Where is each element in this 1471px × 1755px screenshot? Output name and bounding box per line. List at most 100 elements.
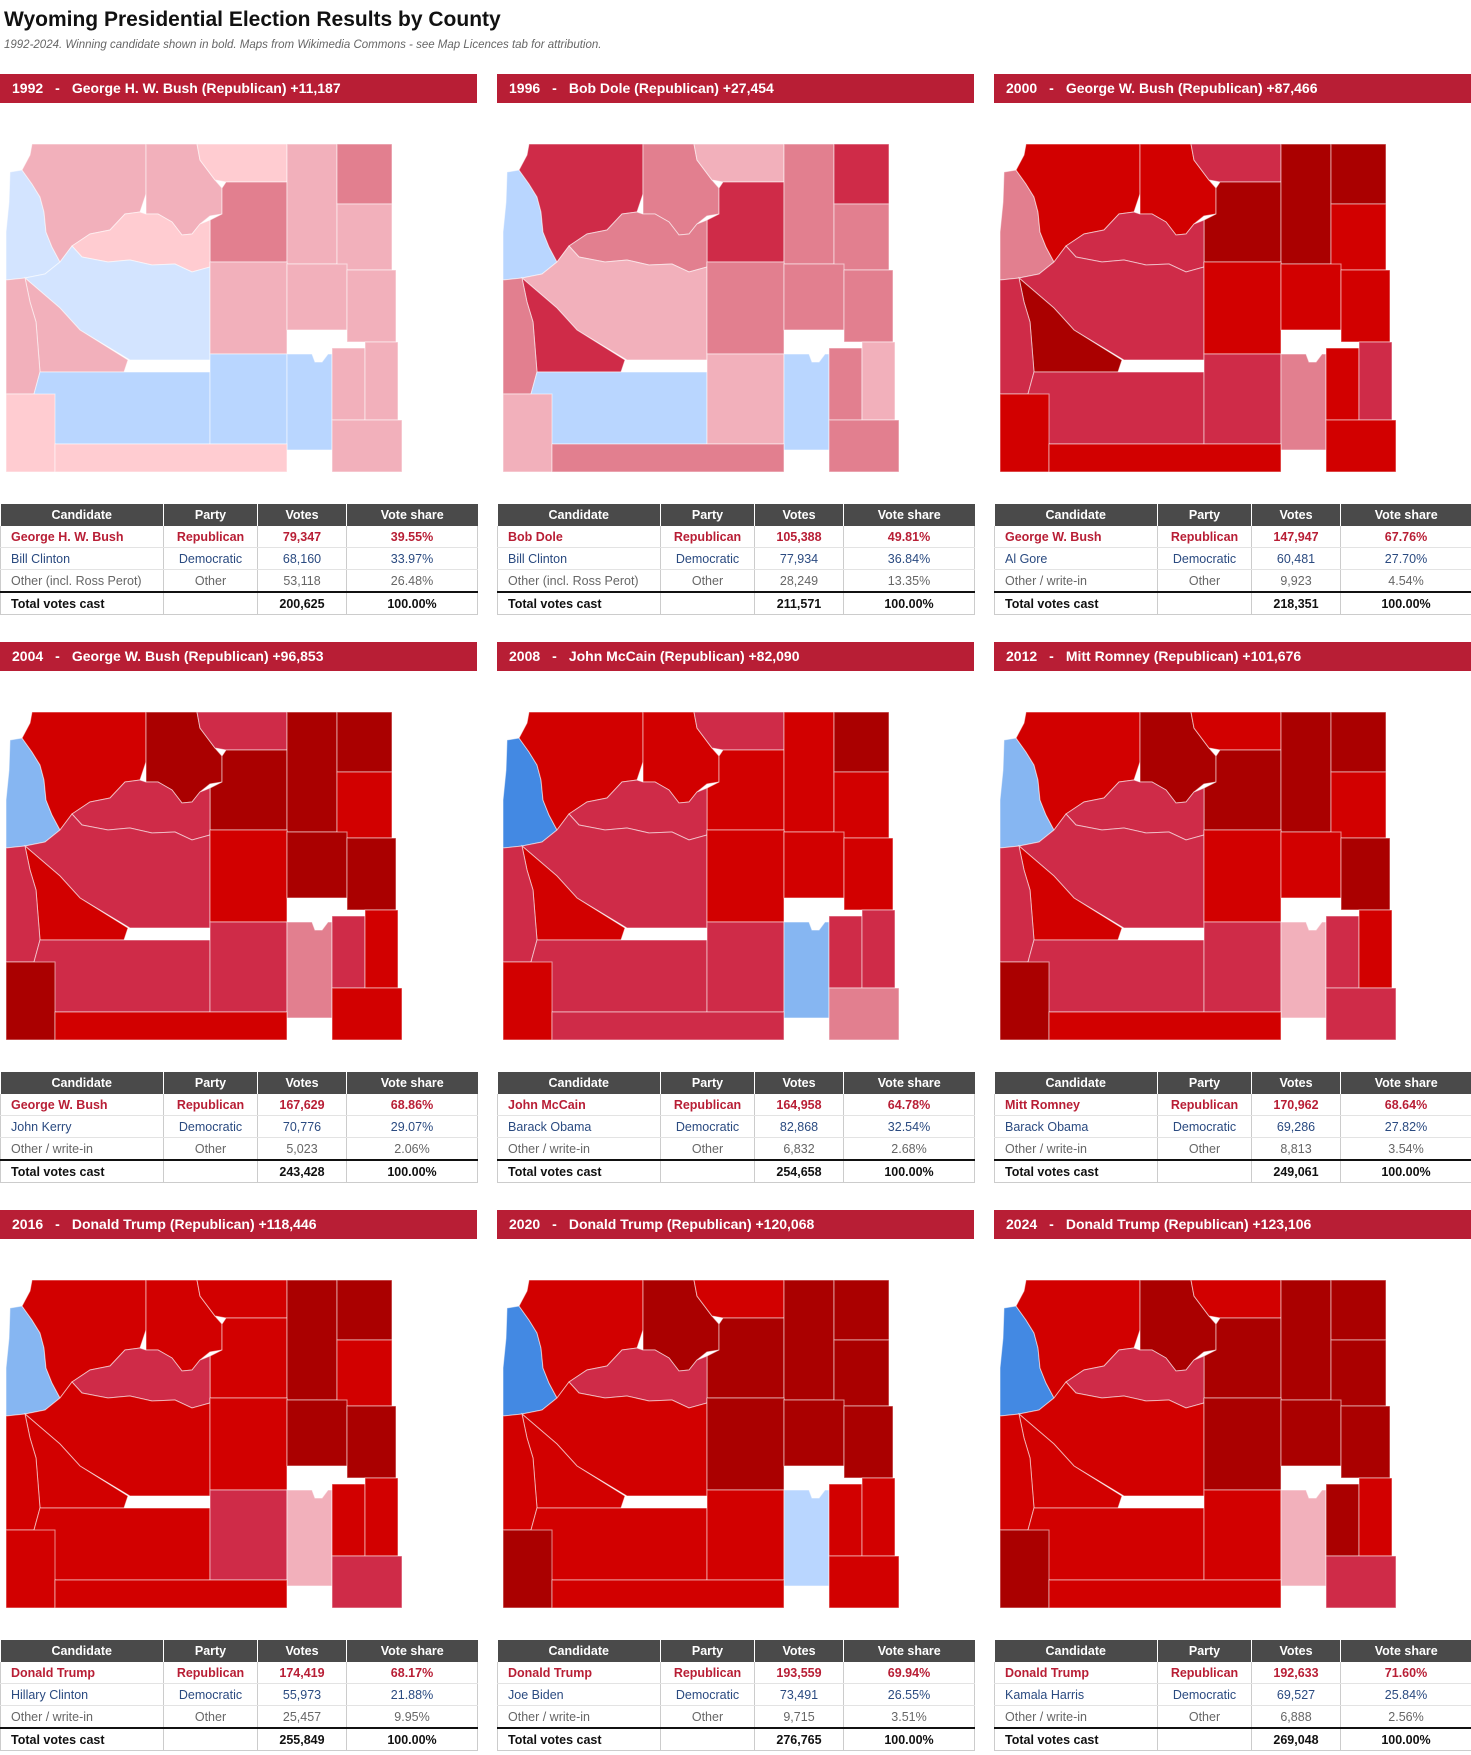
- cell-candidate: Other / write-in: [1, 1138, 164, 1161]
- column-header: Votes: [1252, 504, 1341, 526]
- cell-party: Democratic: [661, 548, 755, 570]
- county-shape: [784, 354, 829, 450]
- county-shape: [707, 1398, 784, 1490]
- county-shape: [784, 1400, 844, 1466]
- county-shape: [707, 262, 784, 354]
- county-shape: [337, 144, 392, 204]
- election-banner: 2008-John McCain (Republican) +82,090: [497, 642, 974, 671]
- county-shape: [287, 354, 332, 450]
- county-shape: [829, 1484, 862, 1556]
- county-shape: [1281, 144, 1331, 264]
- county-shape: [332, 420, 402, 472]
- column-header: Vote share: [347, 1072, 478, 1094]
- cell-party: Republican: [164, 1662, 258, 1684]
- county-shape: [844, 838, 893, 910]
- county-shape: [1000, 1530, 1049, 1608]
- county-shape: [332, 988, 402, 1040]
- county-shape: [337, 1340, 392, 1406]
- column-header: Candidate: [1, 504, 164, 526]
- cell-share: 2.06%: [347, 1138, 478, 1161]
- county-shape: [287, 712, 337, 832]
- banner-year: 2004: [12, 648, 43, 664]
- cell-share: 68.64%: [1341, 1094, 1471, 1116]
- column-header: Candidate: [498, 504, 661, 526]
- county-shape: [287, 1400, 347, 1466]
- county-shape: [1281, 264, 1341, 330]
- cell-party: Other: [661, 570, 755, 593]
- county-shape: [503, 394, 552, 472]
- county-shape: [707, 922, 784, 1012]
- election-panel: 2000-George W. Bush (Republican) +87,466…: [994, 74, 1471, 619]
- column-header: Party: [164, 504, 258, 526]
- cell-votes: 28,249: [755, 570, 844, 593]
- banner-year: 1996: [509, 80, 540, 96]
- cell-share: 3.51%: [844, 1706, 975, 1729]
- county-shape: [829, 1556, 899, 1608]
- county-map-svg: [497, 1258, 974, 1628]
- banner-winner: Donald Trump (Republican) +118,446: [72, 1216, 317, 1232]
- county-shape: [1281, 1490, 1326, 1586]
- cell-votes: 174,419: [258, 1662, 347, 1684]
- column-header: Votes: [755, 504, 844, 526]
- county-shape: [707, 1490, 784, 1580]
- county-shape: [1326, 1556, 1396, 1608]
- cell-party: Democratic: [1158, 548, 1252, 570]
- cell-candidate: Other / write-in: [498, 1138, 661, 1161]
- cell-candidate: John Kerry: [1, 1116, 164, 1138]
- county-shape: [6, 394, 55, 472]
- page-title: Wyoming Presidential Election Results by…: [4, 8, 501, 32]
- cell-candidate: Kamala Harris: [995, 1684, 1158, 1706]
- county-shape: [834, 204, 889, 270]
- cell-candidate: Hillary Clinton: [1, 1684, 164, 1706]
- county-shape: [365, 342, 398, 420]
- column-header: Candidate: [995, 1072, 1158, 1094]
- cell-votes: 192,633: [1252, 1662, 1341, 1684]
- total-share: 100.00%: [1341, 1728, 1471, 1751]
- column-header: Party: [661, 1072, 755, 1094]
- total-party-empty: [164, 1160, 258, 1183]
- total-party-empty: [661, 1160, 755, 1183]
- cell-share: 29.07%: [347, 1116, 478, 1138]
- cell-share: 27.70%: [1341, 548, 1471, 570]
- banner-separator: -: [552, 80, 557, 96]
- column-header: Votes: [1252, 1640, 1341, 1662]
- county-shape: [287, 832, 347, 898]
- election-banner: 2020-Donald Trump (Republican) +120,068: [497, 1210, 974, 1239]
- county-shape: [1326, 348, 1359, 420]
- county-map: [994, 122, 1471, 492]
- county-shape: [365, 1478, 398, 1556]
- county-shape: [55, 1012, 287, 1040]
- total-label: Total votes cast: [995, 1728, 1158, 1751]
- banner-winner: George H. W. Bush (Republican) +11,187: [72, 80, 341, 96]
- cell-candidate: Other / write-in: [995, 1706, 1158, 1729]
- county-shape: [844, 1406, 893, 1478]
- county-shape: [784, 1280, 834, 1400]
- cell-candidate: George H. W. Bush: [1, 526, 164, 548]
- county-shape: [784, 144, 834, 264]
- county-shape: [6, 962, 55, 1040]
- county-shape: [210, 830, 287, 922]
- column-header: Vote share: [1341, 1640, 1471, 1662]
- cell-candidate: Al Gore: [995, 548, 1158, 570]
- total-party-empty: [164, 1728, 258, 1751]
- cell-candidate: Mitt Romney: [995, 1094, 1158, 1116]
